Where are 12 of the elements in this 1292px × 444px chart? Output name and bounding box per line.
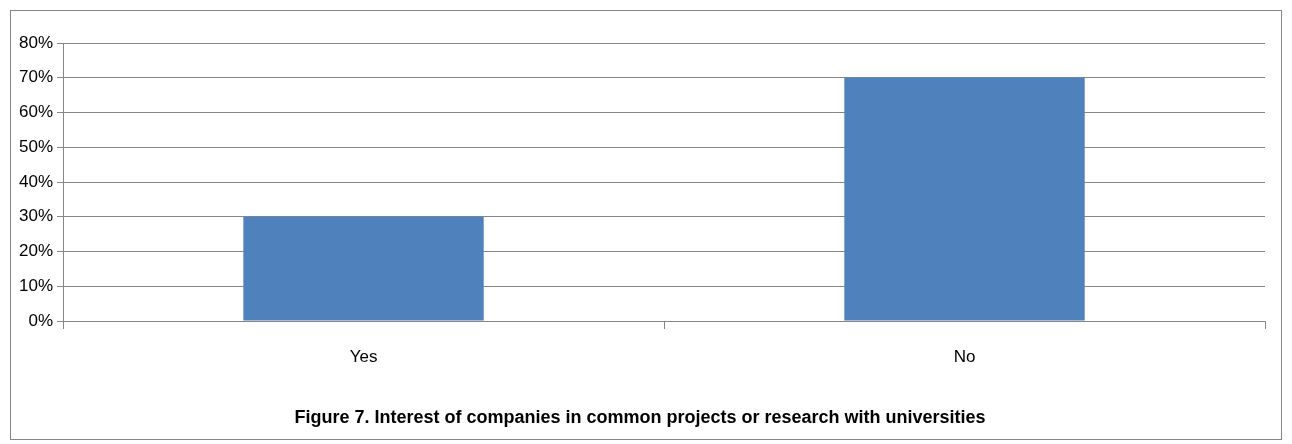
y-tick-label: 80%: [18, 32, 54, 52]
x-tick-label: No: [953, 346, 976, 366]
x-tick-label: Yes: [349, 346, 378, 366]
y-tick-label: 40%: [18, 171, 54, 191]
y-tick-label: 0%: [28, 310, 54, 330]
y-tick-label: 70%: [18, 67, 54, 87]
text: Figure 7. Interest of companies in common projects or research with universities: [294, 407, 986, 428]
y-tick-label: 50%: [18, 136, 54, 156]
y-tick-label: 20%: [18, 241, 54, 261]
y-tick-label: 30%: [18, 206, 54, 226]
y-tick-label: 10%: [18, 275, 54, 295]
y-tick-label: 60%: [18, 102, 54, 122]
